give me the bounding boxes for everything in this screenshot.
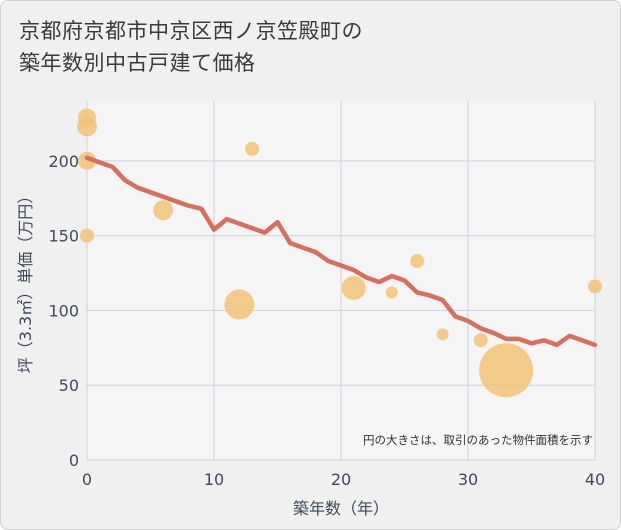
data-bubble <box>341 275 366 300</box>
x-axis-title: 築年数（年） <box>293 499 389 518</box>
size-annotation: 円の大きさは、取引のあった物件面積を示す <box>363 433 593 447</box>
x-tick-label: 20 <box>331 470 351 489</box>
data-bubble <box>80 228 94 243</box>
chart-title: 京都府京都市中京区西ノ京笠殿町の 築年数別中古戸建て価格 <box>19 15 363 79</box>
y-tick-label: 100 <box>48 301 79 320</box>
y-tick-label: 200 <box>48 152 79 171</box>
data-bubble <box>245 141 260 156</box>
data-bubble <box>77 116 97 137</box>
y-tick-label: 150 <box>48 227 79 246</box>
chart-title-line2: 築年数別中古戸建て価格 <box>19 51 256 75</box>
y-tick-label: 50 <box>59 376 79 395</box>
x-tick-label: 30 <box>458 470 478 489</box>
data-bubble <box>479 343 534 398</box>
y-axis-title: 坪（3.3㎡）単価（万円） <box>16 188 35 373</box>
data-bubble <box>436 328 449 341</box>
x-tick-label: 40 <box>585 470 605 489</box>
data-bubble <box>224 289 255 320</box>
data-bubble <box>410 254 425 269</box>
data-bubble <box>588 279 602 294</box>
x-tick-label: 10 <box>204 470 224 489</box>
chart-title-line1: 京都府京都市中京区西ノ京笠殿町の <box>19 19 363 43</box>
trend-line <box>84 155 598 348</box>
x-tick-label: 0 <box>82 470 92 489</box>
data-bubble <box>78 151 96 170</box>
y-tick-label: 0 <box>69 451 79 470</box>
data-bubble <box>473 333 488 348</box>
data-bubble <box>385 286 398 299</box>
data-bubble <box>153 200 174 221</box>
